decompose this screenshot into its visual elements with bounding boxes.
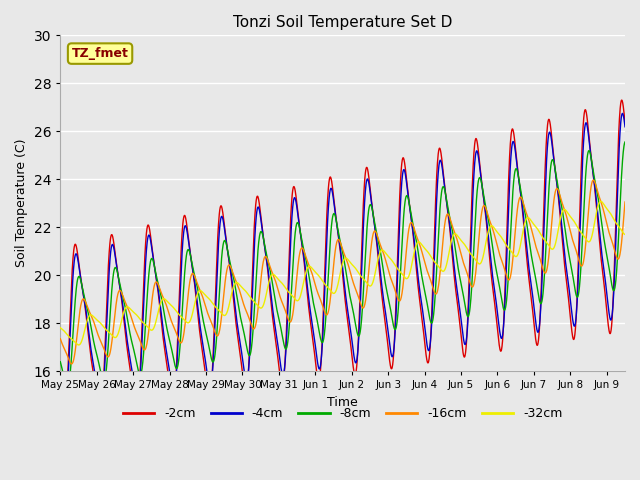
Y-axis label: Soil Temperature (C): Soil Temperature (C) bbox=[15, 139, 28, 267]
Text: TZ_fmet: TZ_fmet bbox=[72, 47, 129, 60]
Legend: -2cm, -4cm, -8cm, -16cm, -32cm: -2cm, -4cm, -8cm, -16cm, -32cm bbox=[118, 402, 568, 425]
Title: Tonzi Soil Temperature Set D: Tonzi Soil Temperature Set D bbox=[233, 15, 452, 30]
X-axis label: Time: Time bbox=[327, 396, 358, 408]
